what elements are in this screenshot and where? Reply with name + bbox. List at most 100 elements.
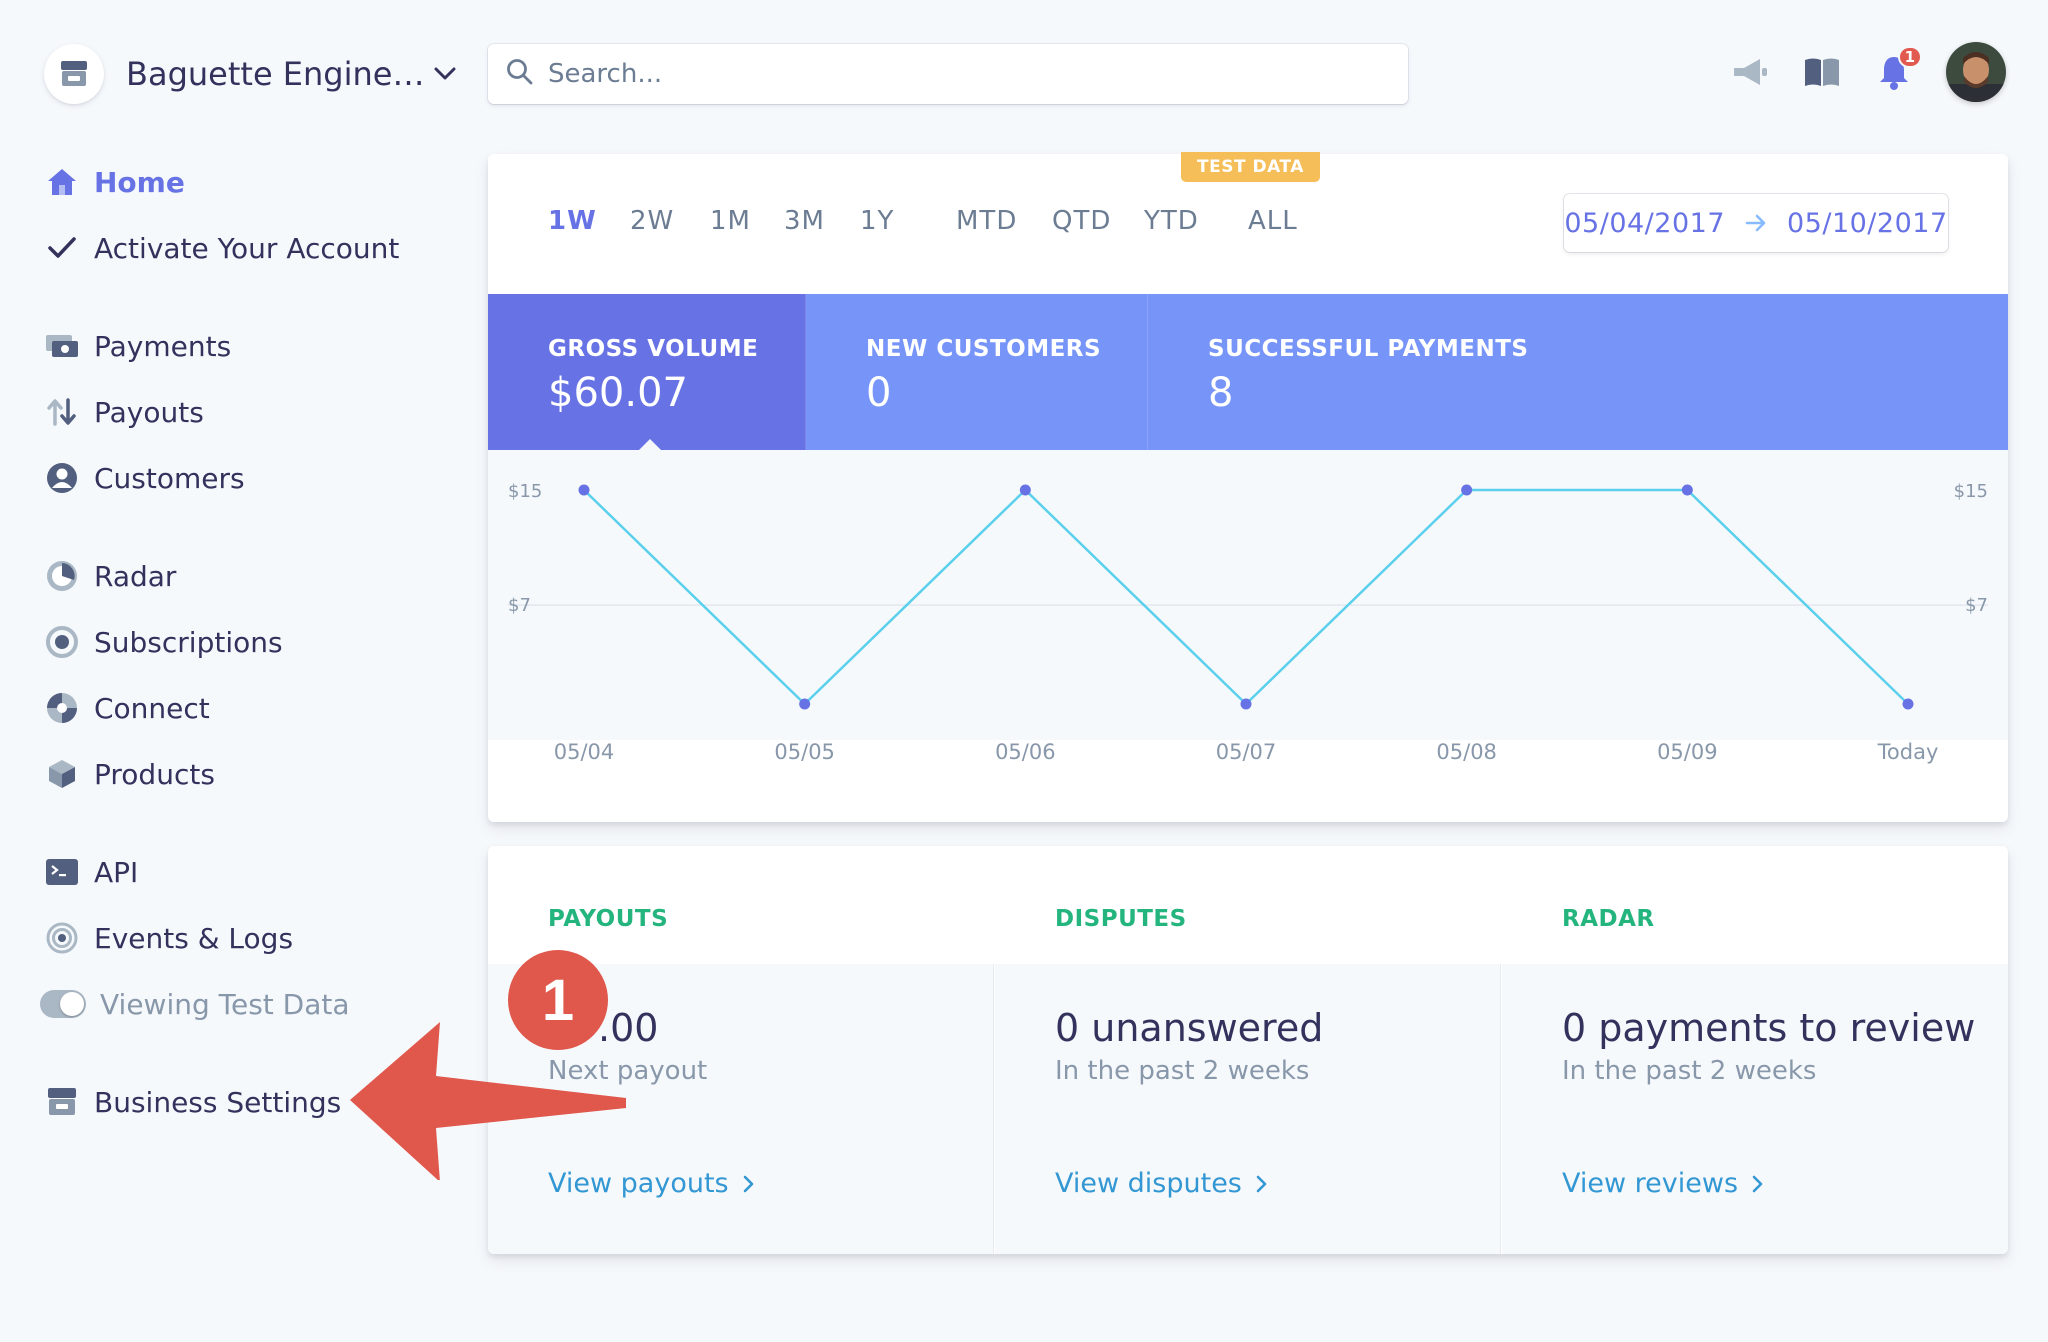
data-point [1902,698,1914,710]
data-point [1019,484,1031,496]
y-tick-label-left: $15 [508,481,542,502]
check-icon [44,230,80,266]
sidebar-item-customers[interactable]: Customers [44,458,245,498]
notifications-bell-icon[interactable]: 1 [1872,46,1922,94]
chevron-right-icon [1752,1175,1764,1193]
sidebar-item-label: API [94,855,139,889]
x-tick-label: 05/09 [1657,740,1718,764]
search-box[interactable] [488,44,1408,104]
range-1w[interactable]: 1W [548,206,597,236]
x-tick-label: Today [1877,740,1939,764]
view-payouts-link[interactable]: View payouts [548,1168,755,1199]
search-icon [506,58,534,90]
y-tick-label-right: $15 [1954,481,1988,502]
summary-value: 0 unanswered [1055,1006,1324,1050]
metric-label: SUCCESSFUL PAYMENTS [1208,336,1529,362]
sidebar-item-label: Radar [94,559,177,593]
sidebar-item-label: Products [94,757,215,791]
metric-value: $60.07 [548,370,688,416]
y-tick-label-right: $7 [1965,595,1988,616]
sidebar-item-connect[interactable]: Connect [44,688,210,728]
view-disputes-link[interactable]: View disputes [1055,1168,1268,1199]
metric-label: GROSS VOLUME [548,336,759,362]
sidebar-item-label: Subscriptions [94,625,283,659]
line-chart: $15 $15 $7 $7 [488,450,2008,740]
summary-subtitle: In the past 2 weeks [1562,1056,1817,1086]
sidebar-item-label: Customers [94,461,245,495]
account-name: Baguette Engine… [126,55,425,93]
x-tick-label: 05/08 [1436,740,1497,764]
range-1y[interactable]: 1Y [860,206,895,236]
store-icon [44,1084,80,1120]
range-all[interactable]: ALL [1248,206,1298,236]
range-mtd[interactable]: MTD [956,206,1018,236]
test-data-badge: TEST DATA [1181,152,1320,182]
connect-icon [44,690,80,726]
summary-radar: RADAR 0 payments to review In the past 2… [1502,846,2008,1254]
view-reviews-link[interactable]: View reviews [1562,1168,1764,1199]
range-3m[interactable]: 3M [784,206,825,236]
x-tick-label: 05/06 [995,740,1056,764]
megaphone-icon[interactable] [1728,50,1772,94]
sidebar-item-label: Payments [94,329,232,363]
sidebar-item-radar[interactable]: Radar [44,556,176,596]
range-1m[interactable]: 1M [710,206,751,236]
data-point [799,698,811,710]
y-tick-label-left: $7 [508,595,531,616]
x-tick-label: 05/07 [1215,740,1277,764]
sidebar-item-activate-account[interactable]: Activate Your Account [44,228,399,268]
data-point [578,484,590,496]
search-input[interactable] [548,59,1388,89]
data-point [1240,698,1252,710]
subscriptions-icon [44,624,80,660]
date-range-picker[interactable]: 05/04/2017 05/10/2017 [1564,194,1948,252]
chevron-right-icon [1256,1175,1268,1193]
sidebar-item-label: Events & Logs [94,921,294,955]
summary-title: RADAR [1562,906,1655,932]
sidebar-item-api[interactable]: API [44,852,138,892]
arrow-right-icon [1745,214,1767,232]
account-switcher[interactable]: Baguette Engine… [44,44,456,104]
events-icon [44,920,80,956]
store-icon [44,44,104,104]
sidebar-item-label: Viewing Test Data [100,987,350,1021]
toggle-icon [40,990,86,1018]
range-ytd[interactable]: YTD [1144,206,1199,236]
metric-gross-volume[interactable]: GROSS VOLUME $60.07 [488,294,806,451]
sidebar-item-subscriptions[interactable]: Subscriptions [44,622,283,662]
top-icons: 1 [1700,42,2006,102]
gross-volume-chart-card: TEST DATA 1W 2W 1M 3M 1Y MTD QTD YTD ALL… [488,152,2008,822]
series-line [583,488,1909,706]
sidebar-item-business-settings[interactable]: Business Settings [44,1082,341,1122]
summary-title: DISPUTES [1055,906,1187,932]
sidebar-item-label: Business Settings [94,1085,342,1119]
test-data-toggle[interactable]: Viewing Test Data [40,984,350,1024]
summary-card: PAYOUTS .00 Next payout View payouts DIS… [488,846,2008,1254]
payments-icon [44,328,80,364]
sidebar-item-products[interactable]: Products [44,754,215,794]
products-icon [44,756,80,792]
summary-title: PAYOUTS [548,906,669,932]
home-icon [44,164,80,200]
sidebar-item-home[interactable]: Home [44,162,185,202]
x-tick-label: 05/05 [774,740,835,764]
sidebar-item-events-logs[interactable]: Events & Logs [44,918,293,958]
metric-successful-payments[interactable]: SUCCESSFUL PAYMENTS 8 [1148,294,2008,450]
data-point [1461,484,1473,496]
sidebar-item-payouts[interactable]: Payouts [44,392,204,432]
metric-new-customers[interactable]: NEW CUSTOMERS 0 [806,294,1148,450]
summary-disputes: DISPUTES 0 unanswered In the past 2 week… [995,846,1501,1254]
summary-value: 0 payments to review [1562,1006,1976,1050]
link-label: View disputes [1055,1168,1242,1199]
avatar[interactable] [1946,42,2006,102]
sidebar-item-payments[interactable]: Payments [44,326,231,366]
data-point [1681,484,1693,496]
range-2w[interactable]: 2W [630,206,675,236]
docs-book-icon[interactable] [1800,50,1844,94]
range-qtd[interactable]: QTD [1052,206,1112,236]
radar-icon [44,558,80,594]
sidebar-item-label: Home [94,165,185,199]
date-to: 05/10/2017 [1787,207,1948,239]
summary-value: .00 [598,1006,659,1050]
payouts-icon [44,394,80,430]
